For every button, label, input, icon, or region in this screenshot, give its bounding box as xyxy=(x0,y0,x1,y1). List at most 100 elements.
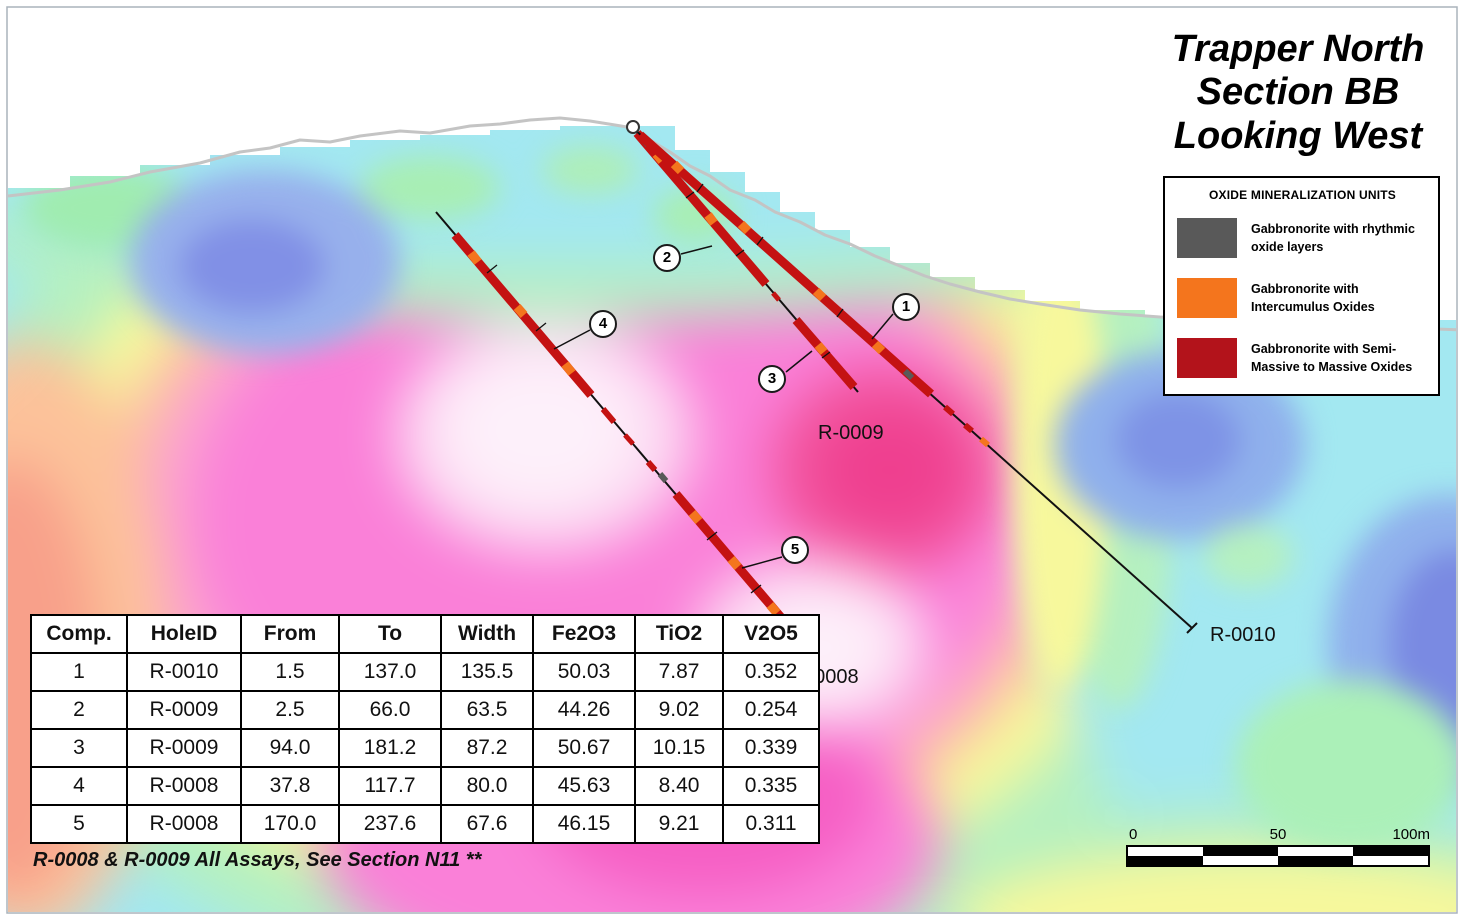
legend-item-label: Gabbronorite with Semi-Massive to Massiv… xyxy=(1251,341,1413,374)
table-row: 3 R-0009 94.0 181.2 87.2 50.67 10.15 0.3… xyxy=(30,728,820,768)
legend-item-label: Gabbronorite with rhythmic oxide layers xyxy=(1251,221,1415,254)
legend-item: Gabbronorite with rhythmic oxide layers xyxy=(1177,218,1428,258)
table-cell: 7.87 xyxy=(634,652,724,692)
scale-segment xyxy=(1278,847,1353,856)
scale-bar: 0 50 100m xyxy=(1126,826,1430,867)
table-cell: R-0009 xyxy=(126,690,242,730)
table-cell: 137.0 xyxy=(338,652,442,692)
title-line-3: Looking West xyxy=(1173,114,1423,157)
table-cell: 181.2 xyxy=(338,728,442,768)
table-header-row: Comp. HoleID From To Width Fe2O3 TiO2 V2… xyxy=(30,614,820,654)
table-cell: 0.339 xyxy=(722,728,820,768)
scale-segment xyxy=(1353,856,1428,865)
composite-marker-2: 2 xyxy=(653,244,681,272)
table-cell: 80.0 xyxy=(440,766,534,806)
table-cell: 9.21 xyxy=(634,804,724,844)
col-header: V2O5 xyxy=(722,614,820,654)
gray-swatch-icon xyxy=(1177,218,1237,258)
table-cell: 4 xyxy=(30,766,128,806)
scale-segment xyxy=(1203,856,1278,865)
collar-icon xyxy=(626,120,640,134)
scale-label-100m: 100m xyxy=(1392,826,1430,843)
table-row: 2 R-0009 2.5 66.0 63.5 44.26 9.02 0.254 xyxy=(30,690,820,730)
table-row: 4 R-0008 37.8 117.7 80.0 45.63 8.40 0.33… xyxy=(30,766,820,806)
table-cell: 3 xyxy=(30,728,128,768)
table-cell: 1 xyxy=(30,652,128,692)
hole-label-r0009: R-0009 xyxy=(818,422,884,444)
table-cell: 63.5 xyxy=(440,690,534,730)
table-cell: 10.15 xyxy=(634,728,724,768)
scale-segment xyxy=(1203,847,1278,856)
marker-leader-lines xyxy=(553,245,894,569)
title-line-2: Section BB xyxy=(1196,71,1400,114)
scale-label-0: 0 xyxy=(1129,826,1138,843)
table-cell: 46.15 xyxy=(532,804,636,844)
legend-title: OXIDE MINERALIZATION UNITS xyxy=(1209,188,1396,202)
col-header: TiO2 xyxy=(634,614,724,654)
table-cell: R-0010 xyxy=(126,652,242,692)
legend-item: Gabbronorite with Intercumulus Oxides xyxy=(1177,278,1428,318)
table-cell: 0.311 xyxy=(722,804,820,844)
title-line-1: Trapper North xyxy=(1171,28,1425,70)
scale-bar-labels: 0 50 100m xyxy=(1126,826,1430,845)
table-cell: 9.02 xyxy=(634,690,724,730)
table-cell: 2 xyxy=(30,690,128,730)
scale-segment xyxy=(1353,847,1428,856)
table-cell: 45.63 xyxy=(532,766,636,806)
col-header: From xyxy=(240,614,340,654)
table-cell: R-0008 xyxy=(126,766,242,806)
scale-bar-row xyxy=(1128,847,1428,856)
table-cell: 0.254 xyxy=(722,690,820,730)
scale-segment xyxy=(1128,856,1203,865)
composite-table: Comp. HoleID From To Width Fe2O3 TiO2 V2… xyxy=(30,614,820,844)
table-cell: 5 xyxy=(30,804,128,844)
table-cell: 44.26 xyxy=(532,690,636,730)
scale-bar-graphic xyxy=(1126,845,1430,867)
drillhole-r0010-trace xyxy=(632,127,1198,634)
composite-marker-3: 3 xyxy=(758,365,786,393)
red-swatch-icon xyxy=(1177,338,1237,378)
table-cell: R-0009 xyxy=(126,728,242,768)
col-header: Width xyxy=(440,614,534,654)
table-cell: 117.7 xyxy=(338,766,442,806)
table-cell: 67.6 xyxy=(440,804,534,844)
table-cell: 50.67 xyxy=(532,728,636,768)
composite-marker-1: 1 xyxy=(892,293,920,321)
scale-segment xyxy=(1278,856,1353,865)
legend-item: Gabbronorite with Semi-Massive to Massiv… xyxy=(1177,338,1428,378)
table-cell: 237.6 xyxy=(338,804,442,844)
col-header: Fe2O3 xyxy=(532,614,636,654)
table-cell: 0.335 xyxy=(722,766,820,806)
page-title: Trapper North Section BB Looking West xyxy=(1124,28,1464,158)
scale-label-50: 50 xyxy=(1269,826,1287,843)
col-header: Comp. xyxy=(30,614,128,654)
table-cell: 94.0 xyxy=(240,728,340,768)
table-row: 5 R-0008 170.0 237.6 67.6 46.15 9.21 0.3… xyxy=(30,804,820,844)
col-header: HoleID xyxy=(126,614,242,654)
table-cell: 50.03 xyxy=(532,652,636,692)
col-header: To xyxy=(338,614,442,654)
orange-swatch-icon xyxy=(1177,278,1237,318)
scale-segment xyxy=(1128,847,1203,856)
legend: OXIDE MINERALIZATION UNITS Gabbronorite … xyxy=(1163,176,1440,396)
table-cell: 2.5 xyxy=(240,690,340,730)
table-cell: 87.2 xyxy=(440,728,534,768)
scale-bar-row xyxy=(1128,856,1428,865)
table-cell: 1.5 xyxy=(240,652,340,692)
legend-item-label: Gabbronorite with Intercumulus Oxides xyxy=(1251,281,1375,314)
table-cell: 135.5 xyxy=(440,652,534,692)
hole-label-r0010: R-0010 xyxy=(1210,624,1276,646)
assay-footnote: R-0008 & R-0009 All Assays, See Section … xyxy=(33,849,482,871)
table-cell: 66.0 xyxy=(338,690,442,730)
table-cell: 0.352 xyxy=(722,652,820,692)
table-cell: 8.40 xyxy=(634,766,724,806)
composite-marker-4: 4 xyxy=(589,310,617,338)
composite-marker-5: 5 xyxy=(781,536,809,564)
surface-topography-line xyxy=(7,116,1464,332)
table-cell: 170.0 xyxy=(240,804,340,844)
table-row: 1 R-0010 1.5 137.0 135.5 50.03 7.87 0.35… xyxy=(30,652,820,692)
table-cell: R-0008 xyxy=(126,804,242,844)
sky-region xyxy=(0,0,1464,320)
